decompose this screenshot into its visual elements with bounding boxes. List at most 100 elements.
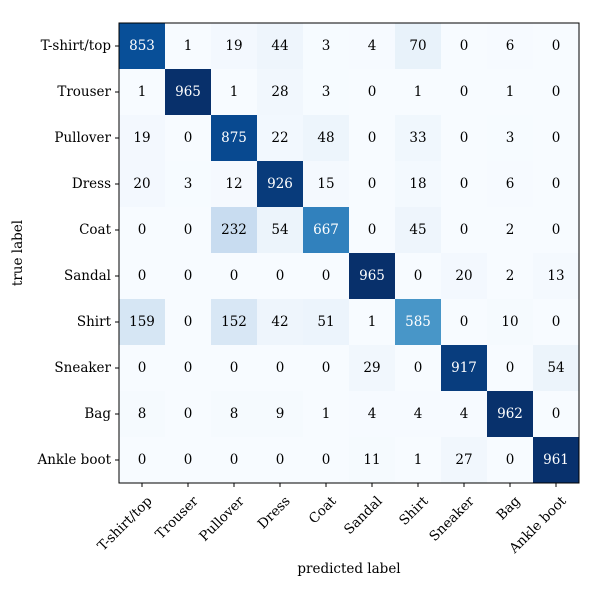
- cell-value-label: 0: [184, 314, 193, 330]
- heatmap-cell: [165, 161, 212, 208]
- heatmap-cell: [119, 161, 166, 208]
- cell-value-label: 0: [322, 452, 331, 468]
- cell-value-label: 0: [184, 406, 193, 422]
- heatmap-cell: [211, 23, 258, 70]
- heatmap-cell: [303, 391, 350, 438]
- y-axis-label: true label: [10, 220, 26, 286]
- cell-value-label: 0: [230, 452, 239, 468]
- heatmap-cell: [165, 115, 212, 162]
- cell-value-label: 15: [317, 176, 334, 192]
- cell-value-label: 13: [547, 268, 564, 284]
- cell-value-label: 0: [460, 130, 469, 146]
- cell-value-label: 1: [414, 84, 423, 100]
- cell-value-label: 3: [322, 84, 331, 100]
- x-axis-label: predicted label: [297, 561, 400, 577]
- cell-value-label: 926: [267, 176, 293, 192]
- cell-value-label: 965: [175, 84, 201, 100]
- cell-value-label: 0: [368, 130, 377, 146]
- cell-value-label: 0: [414, 268, 423, 284]
- cell-value-label: 0: [368, 222, 377, 238]
- y-tick-label: Ankle boot: [36, 452, 111, 468]
- cell-value-label: 6: [506, 176, 515, 192]
- heatmap-cell: [441, 69, 488, 116]
- heatmap-cell: [533, 299, 580, 346]
- y-tick-label: Sneaker: [54, 360, 111, 376]
- cell-value-label: 51: [317, 314, 334, 330]
- cell-value-label: 0: [184, 222, 193, 238]
- heatmap-cell: [487, 345, 534, 392]
- heatmap-cell: [257, 391, 304, 438]
- heatmap-cell: [441, 207, 488, 254]
- cell-value-label: 4: [368, 38, 377, 54]
- y-tick-label: Dress: [72, 176, 111, 192]
- cell-value-label: 0: [276, 360, 285, 376]
- heatmap-cell: [533, 161, 580, 208]
- heatmap-cell: [165, 253, 212, 300]
- heatmap-cell: [487, 161, 534, 208]
- y-tick-label: Shirt: [77, 314, 112, 330]
- heatmap-cell: [211, 253, 258, 300]
- cell-value-label: 232: [221, 222, 247, 238]
- heatmap-cell: [349, 23, 396, 70]
- heatmap-cell: [303, 437, 350, 484]
- heatmap-cell: [119, 345, 166, 392]
- heatmap-cell: [165, 437, 212, 484]
- heatmap-cell: [349, 299, 396, 346]
- heatmap-cell: [119, 115, 166, 162]
- cell-value-label: 0: [138, 222, 147, 238]
- cell-value-label: 4: [414, 406, 423, 422]
- heatmap-cell: [395, 299, 442, 346]
- cell-value-label: 28: [271, 84, 288, 100]
- cell-value-label: 12: [225, 176, 242, 192]
- cell-value-label: 20: [455, 268, 472, 284]
- cell-value-label: 1: [184, 38, 193, 54]
- cell-value-label: 19: [225, 38, 242, 54]
- heatmap-cell: [533, 23, 580, 70]
- heatmap-cell: [487, 391, 534, 438]
- heatmap-cell: [533, 345, 580, 392]
- heatmap-cell: [257, 161, 304, 208]
- heatmap-cell: [395, 207, 442, 254]
- cell-value-label: 875: [221, 130, 247, 146]
- cell-value-label: 45: [409, 222, 426, 238]
- cell-value-label: 22: [271, 130, 288, 146]
- heatmap-cell: [533, 207, 580, 254]
- cell-value-label: 1: [414, 452, 423, 468]
- heatmap-cell: [487, 23, 534, 70]
- cell-value-label: 3: [506, 130, 515, 146]
- x-tick-label: Sneaker: [426, 493, 478, 545]
- cell-value-label: 0: [322, 360, 331, 376]
- cell-value-label: 2: [506, 222, 515, 238]
- y-axis-ticks: T-shirt/top Trouser Pullover Dress Coat Sanda…: [36, 38, 119, 468]
- heatmap-cell: [349, 345, 396, 392]
- cell-value-label: 9: [276, 406, 285, 422]
- heatmap-cell: [211, 391, 258, 438]
- cell-value-label: 0: [230, 360, 239, 376]
- heatmap-cell: [119, 23, 166, 70]
- cell-value-label: 48: [317, 130, 334, 146]
- cell-value-label: 853: [129, 38, 155, 54]
- y-tick-label: Bag: [84, 406, 111, 422]
- heatmap-cell: [395, 69, 442, 116]
- cell-value-label: 3: [184, 176, 193, 192]
- heatmap-cell: [533, 391, 580, 438]
- cell-value-label: 0: [368, 84, 377, 100]
- cell-value-label: 0: [322, 268, 331, 284]
- heatmap-cell: [441, 345, 488, 392]
- cell-value-label: 965: [359, 268, 385, 284]
- cell-value-label: 0: [460, 314, 469, 330]
- heatmap-cell: [165, 69, 212, 116]
- heatmap-cell: [533, 115, 580, 162]
- y-tick-label: Coat: [79, 222, 112, 238]
- heatmap-cell: [303, 345, 350, 392]
- x-tick-label: Shirt: [396, 493, 432, 529]
- cell-value-label: 8: [230, 406, 239, 422]
- heatmap-cell: [119, 299, 166, 346]
- heatmap-cell: [441, 253, 488, 300]
- cell-value-label: 0: [460, 84, 469, 100]
- cell-value-label: 1: [506, 84, 515, 100]
- heatmap-cell: [441, 23, 488, 70]
- cell-value-label: 917: [451, 360, 477, 376]
